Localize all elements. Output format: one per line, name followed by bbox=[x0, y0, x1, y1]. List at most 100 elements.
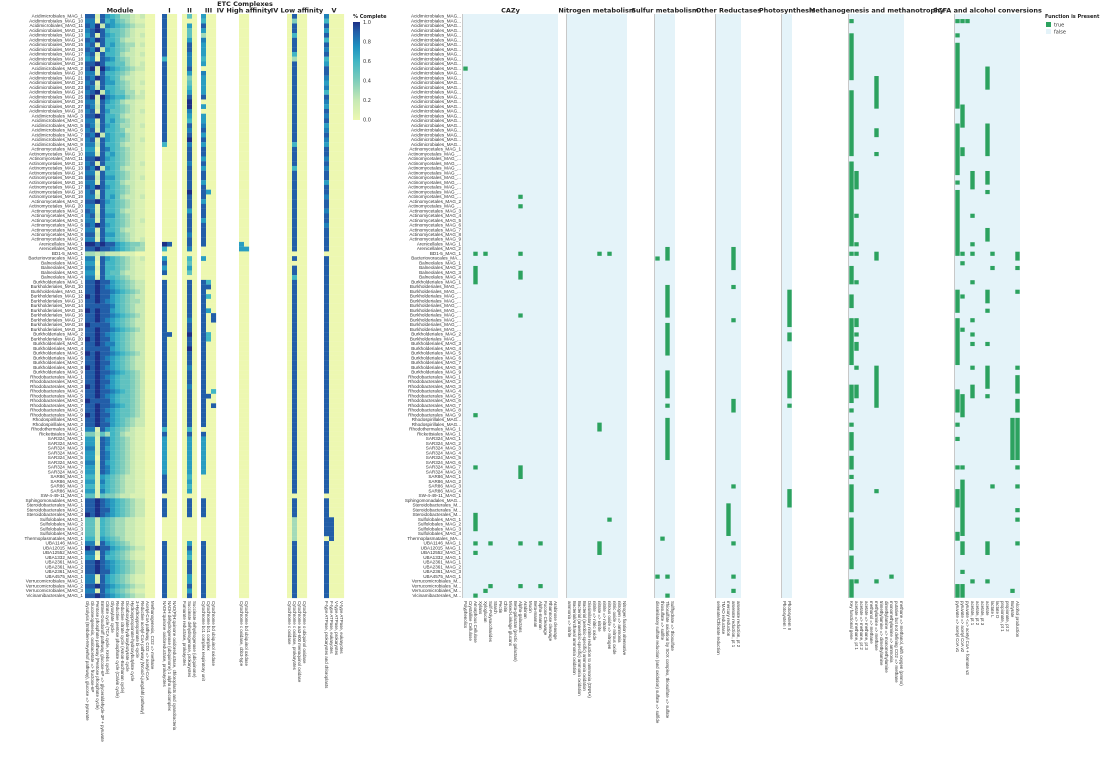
heatmap-cell bbox=[292, 503, 298, 508]
heatmap-cell bbox=[329, 113, 335, 119]
heatmap-cell bbox=[287, 118, 293, 124]
heatmap-cell bbox=[329, 455, 335, 461]
heatmap-cell bbox=[206, 32, 212, 38]
heatmap-cell bbox=[329, 351, 335, 356]
etc-super-title: ETC Complexes bbox=[217, 0, 273, 8]
heatmap-cell bbox=[324, 498, 330, 504]
heatmap-cell bbox=[297, 564, 303, 570]
heatmap-cell bbox=[90, 360, 96, 366]
heatmap-cell bbox=[90, 441, 96, 447]
heatmap-cell bbox=[85, 161, 91, 167]
row-label: Acidimicrobiales_MAG_14 bbox=[29, 37, 83, 42]
heatmap-cell bbox=[150, 479, 156, 485]
heatmap-cell bbox=[206, 89, 212, 95]
heatmap-cell bbox=[182, 80, 188, 86]
heatmap-cell bbox=[140, 222, 146, 228]
heatmap-cell bbox=[167, 384, 173, 390]
heatmap-cell bbox=[130, 28, 136, 34]
row-label-truncated: Actinomycetales_MAG_4 bbox=[409, 213, 461, 218]
heatmap-cell bbox=[324, 336, 330, 342]
heatmap-cell bbox=[287, 284, 293, 290]
heatmap-cell bbox=[130, 99, 136, 105]
heatmap-cell bbox=[105, 431, 111, 437]
column-label: propionate, pt 2 bbox=[1005, 601, 1010, 632]
heatmap-cell bbox=[100, 118, 106, 124]
heatmap-cell bbox=[95, 75, 101, 81]
heatmap-cell bbox=[115, 165, 121, 171]
heatmap-cell bbox=[120, 526, 126, 532]
heatmap-cell bbox=[192, 522, 198, 527]
heatmap-cell bbox=[287, 94, 293, 100]
heatmap-cell bbox=[187, 127, 193, 133]
heatmap-cell bbox=[150, 118, 156, 124]
heatmap-cell bbox=[125, 517, 131, 523]
presence-cell bbox=[787, 289, 792, 328]
heatmap-cell bbox=[201, 531, 207, 537]
heatmap-cell bbox=[90, 213, 96, 219]
heatmap-cell bbox=[334, 460, 340, 466]
heatmap-cell bbox=[110, 522, 116, 527]
heatmap-cell bbox=[162, 351, 168, 356]
heatmap-cell bbox=[90, 237, 96, 243]
heatmap-cell bbox=[95, 256, 101, 261]
heatmap-cell bbox=[201, 298, 207, 304]
heatmap-cell bbox=[302, 336, 308, 342]
column-label: Alpha-galactans bbox=[518, 601, 523, 633]
heatmap-cell bbox=[329, 431, 335, 437]
heatmap-cell bbox=[329, 579, 335, 584]
heatmap-cell bbox=[167, 104, 173, 110]
heatmap-cell bbox=[302, 389, 308, 394]
heatmap-cell bbox=[302, 213, 308, 219]
heatmap-cell bbox=[167, 541, 173, 546]
heatmap-cell bbox=[192, 431, 198, 437]
heatmap-cell bbox=[187, 42, 193, 48]
row-label-truncated: Actinomycetales_MAG_8 bbox=[409, 232, 461, 237]
heatmap-cell bbox=[211, 503, 217, 508]
heatmap-cell bbox=[90, 460, 96, 466]
heatmap-cell bbox=[324, 469, 330, 475]
heatmap-cell bbox=[105, 313, 111, 318]
heatmap-cell bbox=[206, 241, 212, 247]
presence-cell bbox=[970, 280, 975, 285]
heatmap-cell bbox=[95, 374, 101, 380]
heatmap-cell bbox=[115, 308, 121, 314]
heatmap-cell bbox=[95, 469, 101, 475]
heatmap-cell bbox=[329, 23, 335, 29]
heatmap-cell bbox=[140, 208, 146, 214]
heatmap-cell bbox=[339, 279, 345, 285]
heatmap-cell bbox=[201, 146, 207, 152]
heatmap-cell bbox=[201, 118, 207, 124]
heatmap-cell bbox=[324, 446, 330, 451]
heatmap-cell bbox=[287, 488, 293, 494]
heatmap-cell bbox=[211, 365, 217, 371]
heatmap-cell bbox=[182, 94, 188, 100]
heatmap-cell bbox=[192, 85, 198, 91]
heatmap-cell bbox=[140, 322, 146, 328]
heatmap-cell bbox=[324, 142, 330, 148]
heatmap-cell bbox=[130, 398, 136, 404]
heatmap-cell bbox=[206, 260, 212, 266]
presence-cell bbox=[607, 251, 612, 256]
presence-cell bbox=[955, 584, 960, 598]
presence-cell bbox=[990, 251, 995, 256]
heatmap-cell bbox=[329, 47, 335, 53]
heatmap-cell bbox=[145, 541, 151, 546]
heatmap-cell bbox=[292, 417, 298, 423]
heatmap-cell bbox=[125, 484, 131, 489]
heatmap-cell bbox=[244, 289, 250, 295]
heatmap-cell bbox=[140, 227, 146, 233]
heatmap-cell bbox=[211, 389, 217, 394]
heatmap-cell bbox=[182, 355, 188, 361]
heatmap-cell bbox=[206, 351, 212, 356]
heatmap-cell bbox=[239, 142, 245, 148]
heatmap-cell bbox=[115, 507, 121, 513]
heatmap-cell bbox=[125, 541, 131, 546]
heatmap-cell bbox=[297, 308, 303, 314]
heatmap-cell bbox=[125, 298, 131, 304]
column-label: Dissimilatory nitrite reduction to ammon… bbox=[587, 601, 592, 698]
heatmap-cell bbox=[244, 260, 250, 266]
heatmap-cell bbox=[172, 113, 178, 119]
row-label-truncated: Rhodobacterales_MAG_6 bbox=[408, 398, 461, 403]
heatmap-cell bbox=[125, 317, 131, 323]
